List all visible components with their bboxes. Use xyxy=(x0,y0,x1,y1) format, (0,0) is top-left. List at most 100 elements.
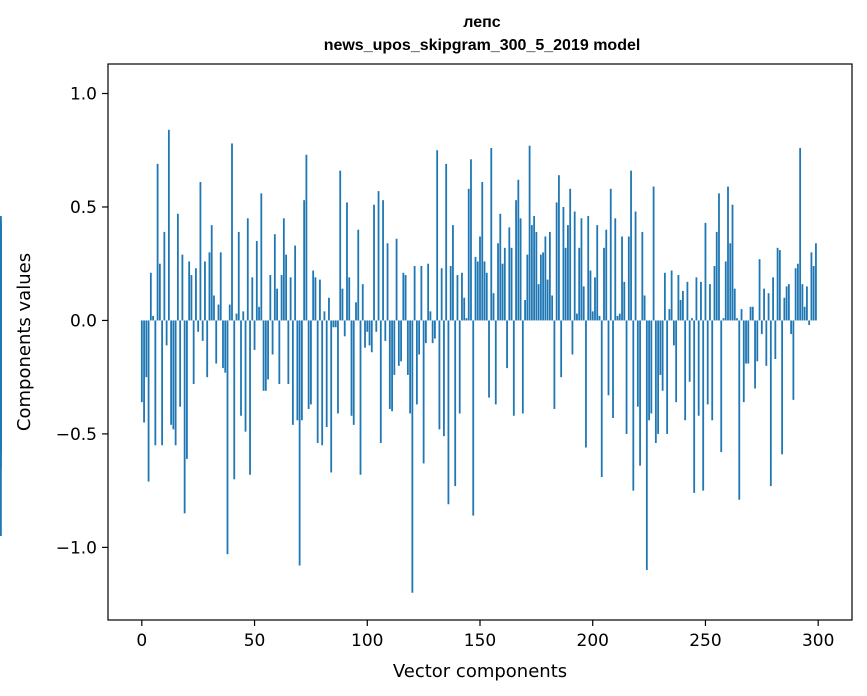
bar-290 xyxy=(794,268,797,321)
bar-11 xyxy=(165,320,168,346)
bar-67 xyxy=(291,320,294,425)
bar-158 xyxy=(497,243,499,321)
bar-45 xyxy=(242,311,245,321)
y-tick-label: 0.0 xyxy=(70,311,97,331)
bar-19 xyxy=(183,320,186,514)
bar-142 xyxy=(461,272,463,321)
bar-124 xyxy=(420,265,423,321)
bar-105 xyxy=(377,191,380,321)
bar-43 xyxy=(237,231,240,321)
bar-176 xyxy=(537,284,540,321)
bar-241 xyxy=(684,320,687,421)
bar-207 xyxy=(607,320,610,396)
bar-103 xyxy=(373,204,375,321)
bar-68 xyxy=(294,245,297,321)
bar-42 xyxy=(235,313,238,321)
bar-226 xyxy=(650,320,653,414)
bar-93 xyxy=(350,320,353,416)
bar-245 xyxy=(693,320,696,493)
bar-26 xyxy=(199,182,202,321)
bar-282 xyxy=(776,247,779,321)
bar-187 xyxy=(562,206,565,321)
x-tick-label: 250 xyxy=(689,631,721,651)
bar-108 xyxy=(384,320,387,341)
bar-62 xyxy=(280,275,283,321)
bar-133 xyxy=(440,268,443,321)
bar-288 xyxy=(790,320,793,335)
bar-242 xyxy=(686,281,689,321)
bar-71 xyxy=(300,320,303,421)
bar-31 xyxy=(210,225,213,321)
bar-166 xyxy=(515,200,517,321)
bar-127 xyxy=(427,263,430,321)
bar-109 xyxy=(386,243,389,321)
bar-253 xyxy=(711,320,714,421)
bar-240 xyxy=(682,290,684,321)
bar-9 xyxy=(161,320,164,446)
bar-278 xyxy=(767,293,770,321)
bar-21 xyxy=(188,261,191,321)
bar-121 xyxy=(413,265,416,321)
bar-64 xyxy=(285,254,288,321)
bar-261 xyxy=(729,243,732,321)
bar-53 xyxy=(260,193,263,321)
bar-168 xyxy=(519,218,522,321)
bar-219 xyxy=(634,211,637,321)
bar-38 xyxy=(226,320,229,555)
bar-143 xyxy=(463,297,466,321)
bar-182 xyxy=(551,295,554,321)
bar-151 xyxy=(481,182,484,321)
bar-94 xyxy=(352,320,355,425)
bar-58 xyxy=(271,320,274,355)
bar-198 xyxy=(587,216,590,321)
bar-214 xyxy=(623,281,626,321)
y-tick-label: −0.5 xyxy=(56,425,97,445)
bar-188 xyxy=(564,247,567,321)
bar-61 xyxy=(278,320,281,384)
bar-144 xyxy=(465,318,468,321)
bar-undefined xyxy=(0,225,2,321)
bar-183 xyxy=(553,320,556,409)
bar-74 xyxy=(307,320,310,409)
bar-98 xyxy=(361,284,364,321)
bar-141 xyxy=(458,320,461,414)
bar-184 xyxy=(555,202,558,321)
bar-201 xyxy=(594,277,596,321)
bar-95 xyxy=(355,302,357,321)
bar-60 xyxy=(276,288,278,321)
x-axis-label: Vector components xyxy=(393,661,567,682)
bar-86 xyxy=(334,320,337,328)
bar-172 xyxy=(528,145,531,321)
bar-145 xyxy=(467,188,470,321)
bar-20 xyxy=(186,320,188,459)
bar-52 xyxy=(258,306,260,321)
bar-51 xyxy=(255,241,258,321)
bar-165 xyxy=(512,320,515,416)
bar-41 xyxy=(233,320,236,480)
x-tick-label: 50 xyxy=(244,631,266,651)
bar-246 xyxy=(695,277,698,321)
bar-46 xyxy=(244,320,247,432)
bar-224 xyxy=(645,320,648,571)
x-axis-ticks: 0 50 100 150 200 250 300 xyxy=(136,620,834,651)
bar-15 xyxy=(174,320,177,446)
bar-116 xyxy=(402,272,405,321)
bar-23 xyxy=(192,320,195,384)
bar-28 xyxy=(204,261,206,321)
bar-69 xyxy=(296,320,299,421)
bar-135 xyxy=(445,163,448,321)
bar-122 xyxy=(415,320,418,405)
bar-112 xyxy=(393,320,396,375)
bar-115 xyxy=(400,320,402,362)
bar-252 xyxy=(709,284,711,321)
bar-155 xyxy=(490,147,493,321)
bar-39 xyxy=(228,304,231,321)
bar-263 xyxy=(733,288,736,321)
bar-171 xyxy=(526,254,529,321)
bar-29 xyxy=(206,320,209,378)
x-tick-label: 300 xyxy=(802,631,834,651)
bar-169 xyxy=(521,320,524,414)
bar-76 xyxy=(312,270,315,321)
bar-59 xyxy=(273,234,276,321)
bar-130 xyxy=(434,320,436,339)
